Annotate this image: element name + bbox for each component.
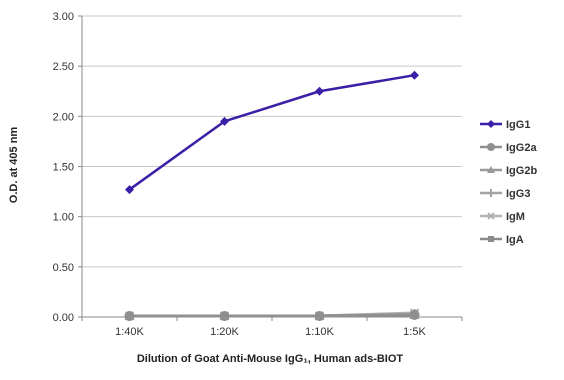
- legend-marker: [487, 166, 495, 173]
- y-tick-label: 0.00: [53, 312, 74, 324]
- data-point-igg2a: [124, 310, 135, 321]
- legend-label-igg2a: IgG2a: [506, 142, 537, 154]
- legend: IgG1 IgG2a IgG2b IgG3 IgM IgA: [480, 119, 537, 246]
- data-point-igg1: [410, 70, 419, 80]
- legend-label-igg1: IgG1: [506, 119, 530, 131]
- data-point-igg2a: [219, 310, 230, 321]
- legend-label-iga: IgA: [506, 234, 524, 246]
- legend-marker: [487, 120, 495, 128]
- data-point-igg1: [220, 116, 229, 126]
- legend-marker: [487, 143, 495, 151]
- y-tick-label: 1.00: [53, 212, 74, 224]
- y-tick-label: 1.50: [53, 162, 74, 174]
- x-tick-label: 1:10K: [305, 326, 334, 338]
- data-point-igg2a: [314, 310, 325, 321]
- legend-marker: [487, 189, 495, 197]
- data-point-igg1: [315, 86, 324, 96]
- series-line-igg1: [128, 73, 415, 191]
- axes: 0.00 0.50 1.00 1.50 2.00 2.50 3.00 1:40K 1:20K 1:…: [53, 11, 463, 338]
- legend-label-igg3: IgG3: [506, 188, 530, 200]
- y-tick-label: 2.00: [53, 111, 74, 123]
- y-tick-label: 2.50: [53, 61, 74, 73]
- y-axis-title: O.D. at 405 nm: [8, 127, 20, 204]
- x-tick-label: 1:5K: [403, 326, 426, 338]
- series-lines: [128, 73, 415, 318]
- y-tick-label: 0.50: [53, 262, 74, 274]
- legend-label-igg2b: IgG2b: [506, 165, 537, 177]
- data-point-igg2a: [409, 309, 420, 320]
- series-line-igg2a: [129, 313, 415, 318]
- y-tick-label: 3.00: [53, 11, 74, 23]
- x-tick-label: 1:20K: [210, 326, 239, 338]
- x-tick-label: 1:40K: [115, 326, 144, 338]
- x-axis-title: Dilution of Goat Anti-Mouse IgG₁, Human …: [137, 353, 404, 365]
- legend-label-igm: IgM: [506, 211, 525, 223]
- series-markers: [124, 70, 420, 321]
- legend-marker: [487, 212, 495, 220]
- grid-lines: [82, 15, 462, 318]
- legend-marker: [488, 236, 494, 242]
- data-point-igg1: [125, 185, 134, 195]
